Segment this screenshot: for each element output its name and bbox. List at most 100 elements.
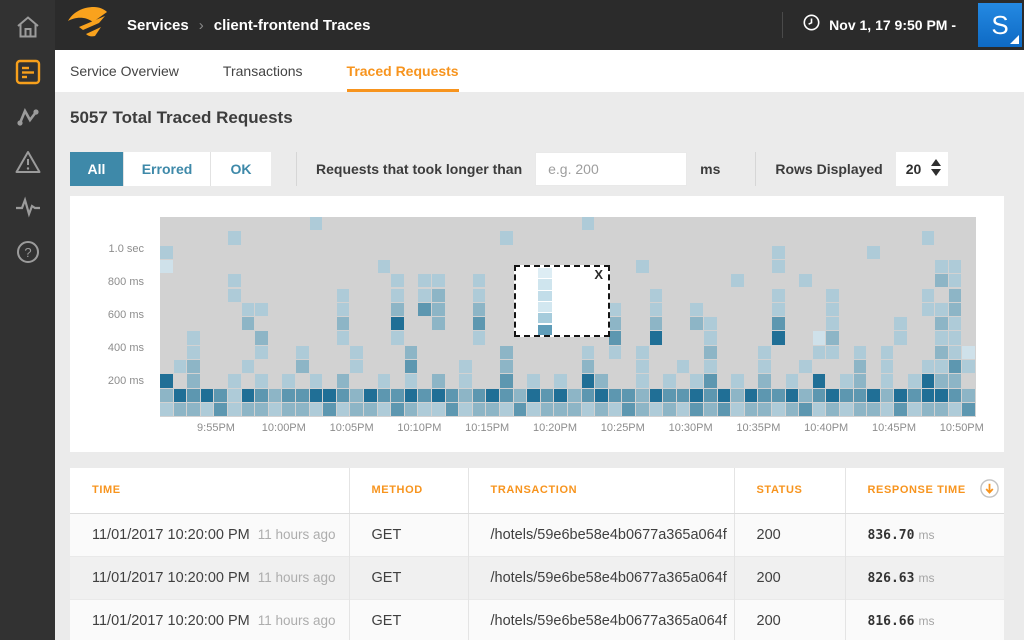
heatmap-cell[interactable] <box>921 288 935 302</box>
heatmap-cell[interactable] <box>282 388 295 402</box>
solarwinds-logo-icon[interactable] <box>67 5 109 46</box>
heatmap-cell[interactable] <box>255 302 268 317</box>
heatmap-cell[interactable] <box>785 402 799 417</box>
heatmap-cell[interactable] <box>663 388 676 402</box>
heatmap-cell[interactable] <box>350 388 363 402</box>
heatmap-cell[interactable] <box>160 259 173 274</box>
heatmap-cell[interactable] <box>649 331 663 345</box>
heatmap-cell[interactable] <box>309 388 323 402</box>
heatmap-cell[interactable] <box>853 345 867 359</box>
heatmap-cell[interactable] <box>214 402 227 417</box>
heatmap-cell[interactable] <box>826 288 839 302</box>
heatmap-cell[interactable] <box>962 345 975 359</box>
filter-ok-button[interactable]: OK <box>211 152 271 186</box>
heatmap-cell[interactable] <box>894 388 907 402</box>
heatmap-cell[interactable] <box>649 302 663 317</box>
cell-transaction[interactable]: /hotels/59e6be58e4b0677a365a064f <box>467 512 734 556</box>
heatmap-cell[interactable] <box>826 345 839 359</box>
heatmap-cell[interactable] <box>160 245 173 259</box>
heatmap-cell[interactable] <box>772 245 785 259</box>
heatmap-cell[interactable] <box>336 388 350 402</box>
heatmap-cell[interactable] <box>459 402 472 417</box>
heatmap-cell[interactable] <box>676 402 690 417</box>
heatmap-cell[interactable] <box>391 317 404 331</box>
heatmap-cell[interactable] <box>636 374 649 388</box>
heatmap-cell[interactable] <box>228 374 241 388</box>
heatmap-cell[interactable] <box>921 360 935 374</box>
col-header-status[interactable]: STATUS <box>733 468 845 514</box>
heatmap-cell[interactable] <box>636 360 649 374</box>
heatmap-cell[interactable] <box>241 402 255 417</box>
heatmap-cell[interactable] <box>636 402 649 417</box>
heatmap-cell[interactable] <box>472 402 486 417</box>
heatmap-cell[interactable] <box>880 374 894 388</box>
heatmap-cell[interactable] <box>404 374 418 388</box>
heatmap-cell[interactable] <box>731 274 744 288</box>
heatmap-cell[interactable] <box>935 345 948 359</box>
tab-service-overview[interactable]: Service Overview <box>70 62 179 79</box>
heatmap-cell[interactable] <box>704 345 717 359</box>
heatmap-cell[interactable] <box>500 360 513 374</box>
heatmap-cell[interactable] <box>500 231 513 245</box>
heatmap-cell[interactable] <box>241 360 255 374</box>
heatmap-cell[interactable] <box>935 302 948 317</box>
heatmap-cell[interactable] <box>948 374 962 388</box>
heatmap-cell[interactable] <box>676 360 690 374</box>
heatmap-cell[interactable] <box>160 374 173 388</box>
selection-close-icon[interactable]: X <box>594 267 603 282</box>
heatmap-cell[interactable] <box>812 345 826 359</box>
heatmap-cell[interactable] <box>255 345 268 359</box>
heatmap-cell[interactable] <box>948 259 962 274</box>
heatmap-cell[interactable] <box>418 302 431 317</box>
heatmap-cell[interactable] <box>826 331 839 345</box>
heatmap-cell[interactable] <box>500 345 513 359</box>
heatmap-cell[interactable] <box>581 217 595 231</box>
heatmap-cell[interactable] <box>636 259 649 274</box>
col-header-response-time[interactable]: RESPONSE TIME <box>844 468 1004 514</box>
heatmap-cell[interactable] <box>336 317 350 331</box>
heatmap-cell[interactable] <box>717 388 731 402</box>
heatmap-cell[interactable] <box>350 360 363 374</box>
breadcrumb-section[interactable]: Services <box>127 16 189 34</box>
heatmap-cell[interactable] <box>377 402 391 417</box>
heatmap-cell[interactable] <box>581 388 595 402</box>
col-header-method[interactable]: METHOD <box>348 468 468 514</box>
heatmap-cell[interactable] <box>772 259 785 274</box>
heatmap-cell[interactable] <box>418 402 431 417</box>
heatmap-cell[interactable] <box>663 374 676 388</box>
heatmap-cell[interactable] <box>649 388 663 402</box>
heatmap-cell[interactable] <box>404 388 418 402</box>
heatmap-cell[interactable] <box>187 402 200 417</box>
heatmap-cell[interactable] <box>608 331 622 345</box>
heatmap-cell[interactable] <box>472 288 486 302</box>
heatmap-cell[interactable] <box>377 374 391 388</box>
heatmap-cell[interactable] <box>581 374 595 388</box>
tab-traced-requests[interactable]: Traced Requests <box>346 50 459 92</box>
heatmap-cell[interactable] <box>187 345 200 359</box>
heatmap-cell[interactable] <box>296 360 309 374</box>
heatmap-cell[interactable] <box>241 302 255 317</box>
heatmap-cell[interactable] <box>486 402 499 417</box>
heatmap-cell[interactable] <box>758 360 771 374</box>
heatmap-cell[interactable] <box>935 331 948 345</box>
heatmap-cell[interactable] <box>187 388 200 402</box>
heatmap-cell[interactable] <box>581 402 595 417</box>
table-row[interactable]: 11/01/2017 10:20:00 PM 11 hours ago GET /… <box>70 598 1004 640</box>
heatmap-cell[interactable] <box>595 402 608 417</box>
heatmap-cell[interactable] <box>676 388 690 402</box>
heatmap-cell[interactable] <box>391 288 404 302</box>
heatmap-cell[interactable] <box>255 388 268 402</box>
heatmap-cell[interactable] <box>812 331 826 345</box>
heatmap-cell[interactable] <box>418 288 431 302</box>
sidebar-item-traced-requests[interactable] <box>0 49 55 94</box>
heatmap-cell[interactable] <box>595 388 608 402</box>
heatmap-cell[interactable] <box>799 360 812 374</box>
heatmap-cell[interactable] <box>364 388 377 402</box>
heatmap-cell[interactable] <box>432 274 445 288</box>
heatmap-cell[interactable] <box>336 402 350 417</box>
heatmap-cell[interactable] <box>336 288 350 302</box>
time-range-selector[interactable]: Nov 1, 17 9:50 PM - <box>829 17 956 33</box>
rows-displayed-stepper[interactable]: 20 <box>895 152 948 186</box>
heatmap-cell[interactable] <box>853 388 867 402</box>
heatmap-cell[interactable] <box>296 345 309 359</box>
